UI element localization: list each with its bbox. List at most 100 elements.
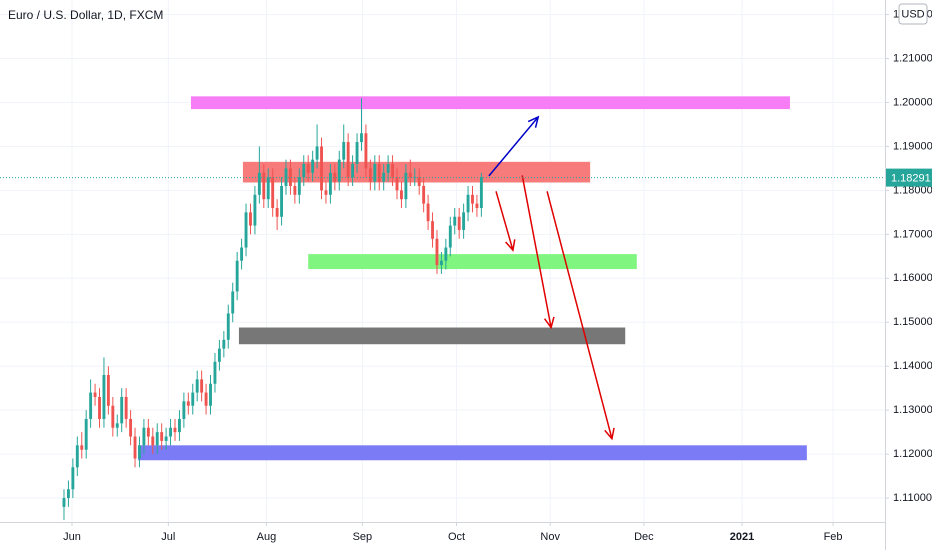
candle-body [169,427,172,437]
candle-body [346,142,350,178]
candle-body [360,133,363,143]
time-axis-bg [0,522,932,550]
y-tick-label: 1.16000 [893,272,932,284]
zone [138,445,807,461]
candle-body [106,374,110,406]
candle-body [89,392,93,419]
candle-body [257,172,261,195]
candle-body [302,164,306,178]
candle-body [337,159,341,182]
candle-body [439,260,443,266]
candle-body [475,203,479,208]
candle-body [160,432,164,441]
candle-body [111,405,115,428]
candle-body [426,203,430,222]
y-tick-label: 1.14000 [893,360,932,372]
candle-body [155,432,159,446]
candle-body [200,379,204,393]
x-tick-label: Dec [634,531,654,543]
candle-body [244,212,248,248]
candle-body [391,164,395,178]
candle-body [457,216,461,230]
arrow [546,191,615,441]
candle-body [288,168,292,186]
candle-body [115,423,119,428]
x-tick-label: Jun [63,531,81,543]
candle-body [62,498,66,507]
candle-body [84,418,88,450]
arrow [488,115,540,177]
candle-body [213,361,217,384]
candle-body [400,190,403,200]
candle-body [377,164,381,182]
candle-body [133,436,137,459]
candle-body [253,194,257,226]
x-tick-label: Jul [161,531,175,543]
y-tick-label: 1.20000 [893,96,932,108]
price-axis-bg [885,0,932,550]
candle-body [404,172,408,200]
candle-body [408,172,412,178]
currency-button[interactable] [898,3,928,25]
x-tick-label: Oct [448,531,465,543]
zone [308,254,637,270]
candle-body [364,133,368,169]
candle-body [271,177,275,208]
candle-body [435,238,439,266]
candle-body [204,392,208,406]
candle-body [191,392,195,406]
candle-body [80,445,84,450]
currency-label[interactable]: USD [901,8,924,20]
candle-body [333,172,337,182]
candle-body [151,436,155,446]
candle-body [275,207,279,217]
arrow [495,191,516,252]
candle-body [328,172,332,195]
candle-body [124,396,128,419]
candle-body [306,164,310,173]
x-tick-label: Feb [824,531,843,543]
candle-body [284,168,288,186]
candle-body [355,142,359,165]
candle-body [182,401,186,419]
candle-body [75,445,79,468]
y-tick-label: 1.21000 [893,52,932,64]
candle-body [471,194,474,204]
x-tick-label: Nov [540,531,560,543]
candle-body [138,445,141,459]
candle-body [222,339,226,349]
candle-body [93,392,97,397]
candle-body [102,374,106,419]
candle-body [195,379,199,393]
y-tick-label: 1.13000 [893,404,932,416]
candle-body [142,427,146,446]
candle-body [373,164,377,182]
zone [190,96,790,110]
candle-body [231,291,235,314]
candle-body [129,418,133,437]
candle-body [351,164,355,178]
candle-body [240,247,244,261]
candle-body [453,216,457,226]
y-tick-label: 1.12000 [893,448,932,460]
candle-body [422,185,426,204]
candle-body [164,436,168,441]
candle-body [320,146,323,191]
arrow [521,175,555,330]
candle-body [431,221,434,239]
candle-body [368,168,372,182]
candle-body [186,401,190,406]
candle-body [448,225,452,248]
candle-body [382,172,386,182]
candle-body [386,164,390,173]
candle-body [417,177,421,186]
candle-body [209,383,212,406]
candle-body [217,348,221,362]
x-tick-label: Sep [353,531,373,543]
y-tick-label: 1.17000 [893,228,932,240]
zone [238,327,626,345]
candle-body [226,313,230,340]
x-tick-label: 2021 [730,531,754,543]
